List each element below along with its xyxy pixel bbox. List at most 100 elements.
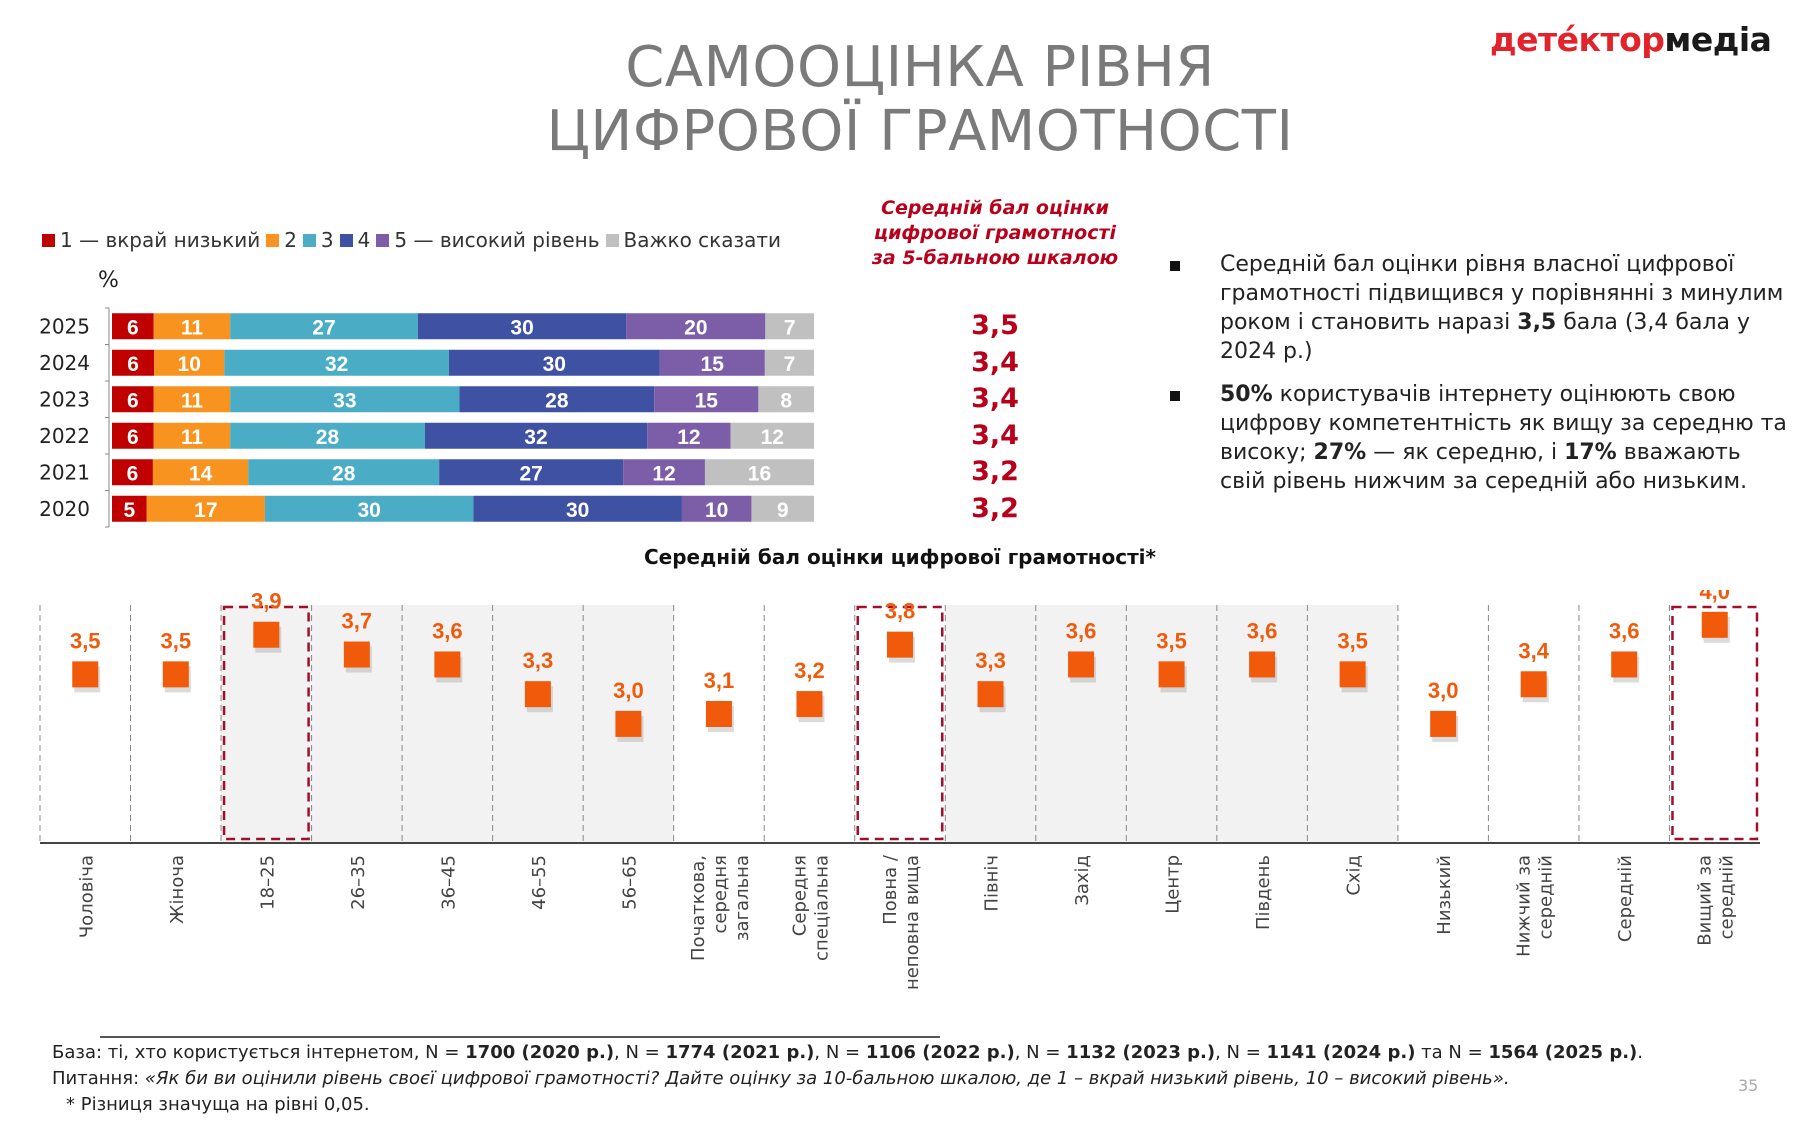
category-label-line: Схід	[1344, 855, 1365, 896]
ta: та N =	[1415, 1042, 1489, 1063]
data-point	[1430, 710, 1457, 737]
legend-label: 4	[357, 228, 371, 252]
category-label-line: Середній	[1615, 855, 1636, 942]
category-label: 46–55	[529, 855, 550, 910]
legend-label: Важко сказати	[623, 228, 782, 252]
legend-label: 5 — високий рівень	[394, 228, 600, 252]
year-label: 2022	[39, 424, 90, 448]
bar-value-label: 6	[127, 389, 139, 412]
data-label: 3,3	[975, 648, 1006, 673]
bar-segment	[153, 313, 231, 340]
data-point	[1249, 651, 1276, 678]
data-point	[343, 641, 370, 668]
data-label: 3,5	[70, 628, 101, 653]
bar-value-label: 6	[127, 462, 139, 485]
mean-score-value: 3,4	[971, 383, 1019, 414]
category-label-line: спеціальна	[811, 855, 832, 961]
title-line-1: САМООЦІНКА РІВНЯ	[625, 35, 1215, 100]
category-label: 18–25	[257, 855, 278, 910]
mean-score-value: 3,2	[971, 456, 1019, 487]
bar-value-label: 28	[316, 426, 340, 449]
bar-value-label: 12	[761, 426, 784, 449]
finding-1-text-end: бала (3,4 бала у 2024 р.)	[1220, 310, 1750, 364]
bar-segment	[765, 313, 814, 340]
data-label: 3,1	[704, 668, 735, 693]
mean-header-line-2: цифрової грамотності	[873, 222, 1117, 244]
bar-value-label: 30	[510, 316, 533, 339]
category-label-line: Північ	[982, 855, 1003, 912]
data-label: 3,4	[1518, 638, 1549, 663]
bar-segment	[248, 459, 440, 486]
bar-value-label: 12	[652, 462, 675, 485]
category-label-line: Захід	[1072, 855, 1093, 906]
data-point	[1339, 661, 1366, 688]
data-point	[72, 661, 99, 688]
finding-2-text-1: користувачів інтернету оцінюють свою циф…	[1220, 382, 1787, 465]
category-label: 56–65	[619, 855, 640, 910]
data-point	[524, 681, 551, 708]
bar-value-label: 6	[127, 426, 139, 449]
year-label: 2021	[39, 460, 90, 484]
dot: .	[1637, 1042, 1644, 1063]
bar-segment	[459, 386, 655, 413]
brand-logo: детéктормедіа	[1490, 20, 1772, 59]
finding-2-bold-2: 27%	[1313, 440, 1367, 465]
mean-header-line-3: за 5-бальною шкалою	[871, 247, 1119, 269]
legend-item: 4	[339, 228, 371, 252]
n-2022: 1106 (2022 р.)	[865, 1042, 1015, 1063]
year-label: 2023	[39, 387, 90, 411]
bar-segment	[417, 313, 627, 340]
legend-label: 3	[320, 228, 334, 252]
bar-segment	[112, 386, 154, 413]
page-title: САМООЦІНКА РІВНЯ ЦИФРОВОЇ ГРАМОТНОСТІ	[400, 36, 1440, 164]
bar-segment	[153, 422, 231, 449]
category-label: Низький	[1434, 855, 1455, 935]
legend-swatch	[339, 233, 353, 247]
bar-value-label: 28	[545, 389, 569, 412]
category-label-line: Жіноча	[167, 855, 188, 924]
significance-highlight	[222, 605, 310, 841]
legend-swatch	[302, 233, 316, 247]
category-label: Вищий за середній	[1695, 855, 1738, 946]
bar-value-label: 32	[325, 353, 348, 376]
bar-value-label: 11	[181, 389, 204, 412]
data-label: 3,8	[885, 599, 916, 624]
finding-1: Середній бал оцінки рівня власної цифров…	[1160, 250, 1790, 366]
bar-value-label: 6	[127, 353, 139, 376]
category-label: 26–35	[348, 855, 369, 910]
bar-segment	[647, 422, 731, 449]
bar-value-label: 30	[543, 353, 566, 376]
n-2021: 1774 (2021 р.)	[665, 1042, 815, 1063]
legend-item: 3	[302, 228, 334, 252]
bar-value-label: 8	[780, 389, 792, 412]
group-band	[402, 605, 493, 843]
data-point	[615, 710, 642, 737]
legend-item: 5 — високий рівень	[376, 228, 600, 252]
category-label-line: Вищий за	[1695, 855, 1716, 946]
mean-header-line-1: Середній бал оцінки	[881, 197, 1109, 219]
category-label-line: 46–55	[529, 855, 550, 910]
sep: , N =	[1014, 1042, 1067, 1063]
bar-segment	[654, 386, 759, 413]
year-label: 2020	[39, 497, 90, 521]
mean-score-value: 3,2	[971, 492, 1019, 524]
year-label: 2024	[39, 351, 90, 375]
footer-divider	[100, 1036, 940, 1038]
data-label: 4,0	[1699, 590, 1730, 604]
finding-1-text: Середній бал оцінки рівня власної цифров…	[1220, 252, 1784, 335]
page-number: 35	[1738, 1076, 1759, 1095]
data-point	[977, 681, 1004, 708]
category-label-line: Низький	[1434, 855, 1455, 935]
bar-segment	[751, 495, 814, 522]
bar-value-label: 5	[124, 499, 136, 522]
data-point	[887, 631, 913, 658]
data-label: 3,5	[1337, 628, 1368, 653]
finding-2-bold-1: 50%	[1220, 382, 1273, 407]
data-label: 3,5	[160, 628, 191, 653]
bar-value-label: 7	[784, 316, 796, 339]
bar-value-label: 11	[181, 426, 204, 449]
data-point	[1520, 671, 1547, 698]
logo-part-red: детéктор	[1490, 20, 1665, 59]
bar-segment	[730, 422, 814, 449]
category-label: Чоловіча	[76, 855, 97, 938]
